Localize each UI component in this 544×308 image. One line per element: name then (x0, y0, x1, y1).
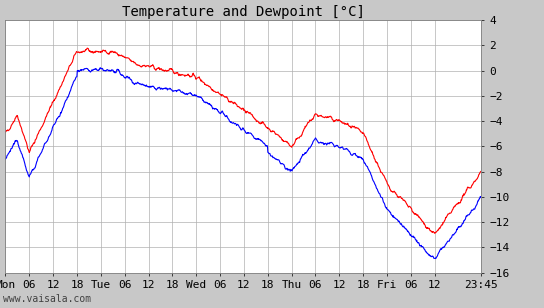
Text: www.vaisala.com: www.vaisala.com (3, 294, 91, 304)
Title: Temperature and Dewpoint [°C]: Temperature and Dewpoint [°C] (122, 5, 365, 19)
